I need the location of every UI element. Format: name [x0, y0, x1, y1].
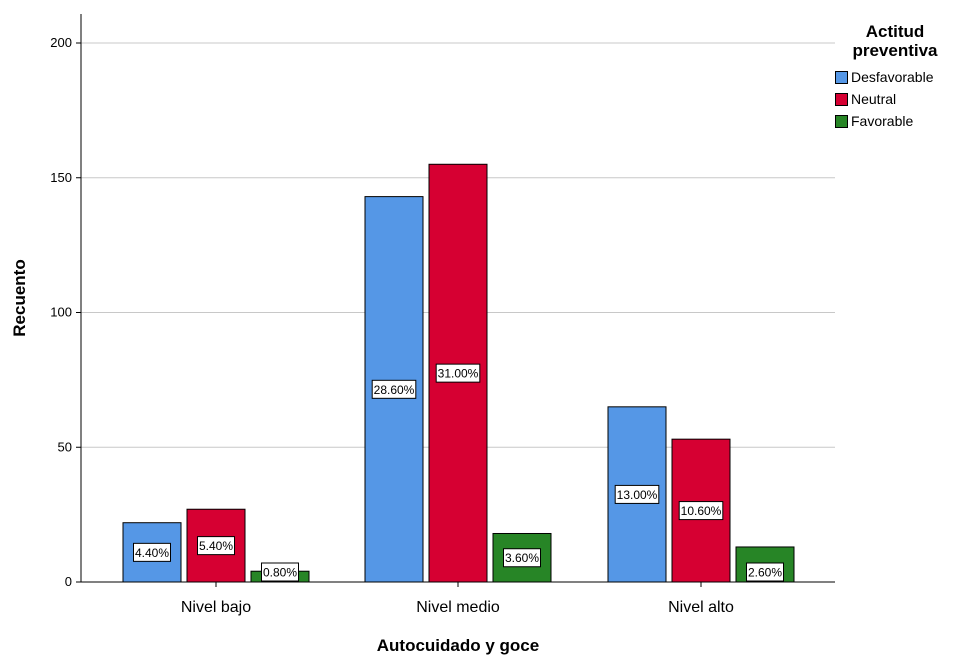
y-tick-label: 0 — [65, 574, 72, 589]
data-label: 13.00% — [617, 488, 658, 502]
data-label-box — [197, 536, 235, 556]
legend-swatch — [835, 92, 848, 106]
data-label-box — [261, 562, 299, 582]
legend-title: Actitud preventiva — [852, 22, 938, 60]
y-tick-label: 100 — [50, 305, 72, 320]
legend-item: Desfavorable — [835, 66, 955, 88]
legend-label: Desfavorable — [851, 69, 934, 85]
legend-swatch — [835, 70, 848, 84]
y-tick-label: 150 — [50, 170, 72, 185]
data-label-box — [678, 501, 724, 521]
data-label: 10.60% — [681, 504, 722, 518]
x-tick-label: Nivel bajo — [181, 599, 251, 616]
legend-label: Favorable — [851, 113, 914, 129]
legend-item: Favorable — [835, 110, 955, 132]
data-label-box — [435, 363, 481, 383]
data-label-box — [133, 542, 171, 562]
legend-label: Neutral — [851, 91, 897, 107]
y-axis-label: Recuento — [10, 259, 29, 336]
data-label-box — [746, 562, 784, 582]
legend-swatch — [835, 114, 848, 128]
y-tick-label: 200 — [50, 35, 72, 50]
bars: 4.40% 5.40% 0.80% 28.60% 31.00% 3.60% 13.00% 10… — [122, 163, 795, 583]
x-axis-label: Autocuidado y goce — [377, 636, 539, 655]
y-tick-label: 50 — [58, 439, 72, 454]
legend-item: Neutral — [835, 88, 955, 110]
x-tick-label: Nivel alto — [668, 599, 734, 616]
data-label: 28.60% — [374, 383, 415, 397]
legend-items: Desfavorable Neutral Favorable — [835, 66, 955, 132]
legend: Actitud preventiva Desfavorable Neutral Fa… — [835, 22, 955, 132]
x-tick-label: Nivel medio — [416, 599, 500, 616]
data-label-box — [503, 548, 541, 568]
data-label: 3.60% — [505, 551, 539, 565]
y-axis: 0 50 100 150 200 — [50, 14, 82, 589]
data-label: 0.80% — [263, 566, 297, 580]
x-axis: Nivel bajo Nivel medio Nivel alto — [81, 581, 835, 616]
data-label: 5.40% — [199, 539, 233, 553]
data-label: 31.00% — [438, 367, 479, 381]
data-label-box — [614, 484, 660, 504]
data-label-box — [371, 379, 417, 399]
data-label: 4.40% — [135, 546, 169, 560]
data-label: 2.60% — [748, 566, 782, 580]
